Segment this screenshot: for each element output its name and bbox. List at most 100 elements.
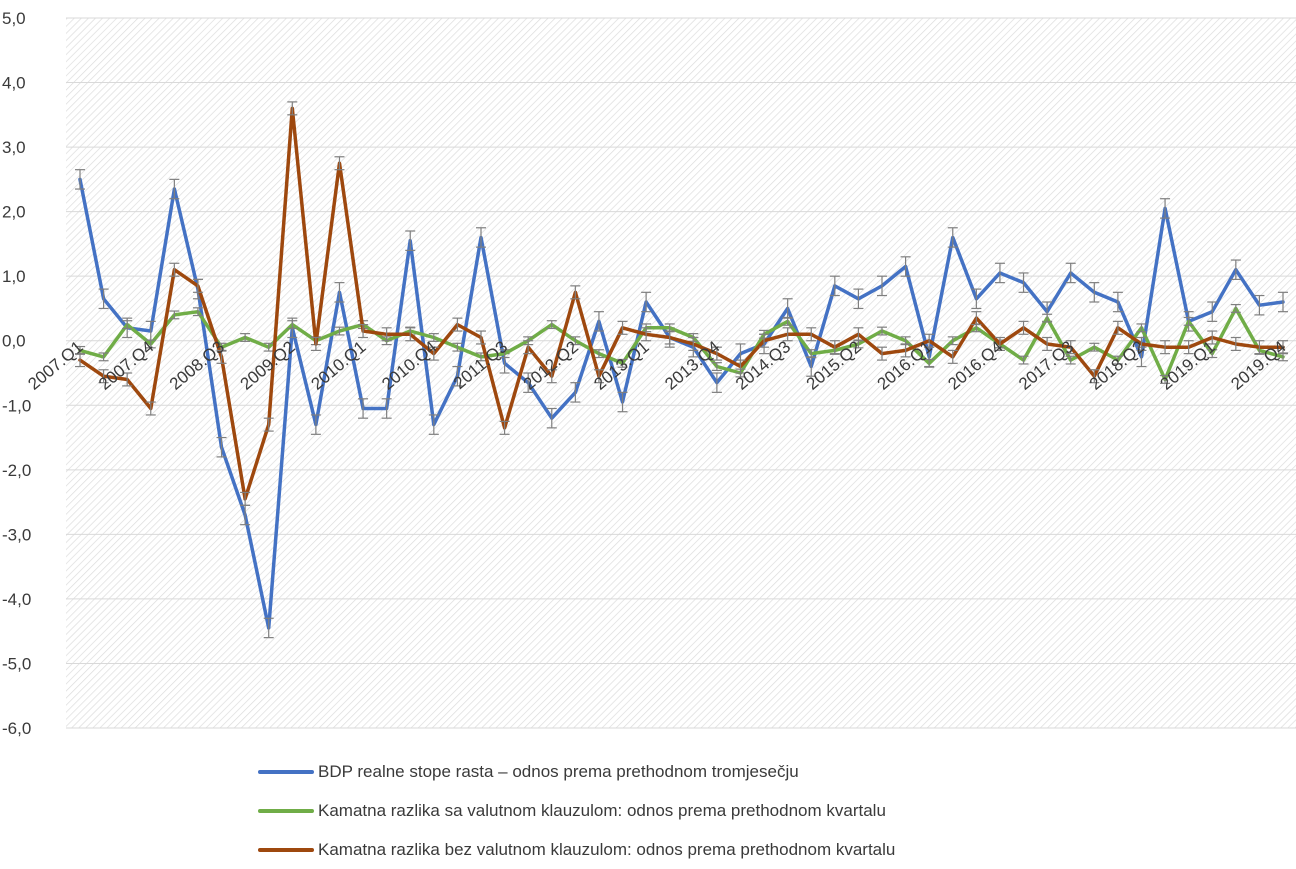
error-bar [900,343,911,358]
error-bar [711,362,722,372]
error-bar [947,336,958,346]
error-bar [452,317,463,332]
error-bar [428,346,439,361]
error-bar [1230,303,1241,313]
error-bar [1089,282,1100,303]
error-bar [1136,323,1147,333]
error-bar [334,326,345,336]
y-tick-label: -6,0 [2,719,31,738]
error-bar [1089,369,1100,384]
error-bar [1183,340,1194,355]
error-bar [452,342,463,352]
error-bar [145,339,156,349]
error-bar [428,333,439,342]
error-bar [806,349,817,359]
error-bar [452,365,463,387]
error-bar [169,310,180,320]
error-bar [877,346,887,361]
series-2 [75,101,1288,506]
error-bar [169,178,180,200]
error-bar [358,398,369,419]
error-bar [122,320,133,330]
error-bar [216,436,227,458]
error-bar [499,420,510,435]
error-bar [711,346,722,361]
y-tick-label: -3,0 [2,525,31,544]
error-bar [735,359,746,374]
error-bar [617,391,628,413]
error-bar [806,327,817,342]
error-bar [310,336,321,352]
y-tick-label: 3,0 [2,138,26,157]
error-bar [782,327,793,342]
series-line [78,306,1285,382]
error-bar [240,491,251,506]
error-bar [994,336,1005,352]
error-bar [75,353,85,368]
error-bar [1018,355,1029,365]
error-bar [688,336,699,352]
error-bar [877,275,887,297]
error-bar [924,333,935,348]
error-bar [1160,340,1171,355]
error-bar [1018,272,1029,293]
error-bar [971,311,982,326]
error-bar [263,617,274,639]
legend: BDP realne stope rasta – odnos prema pre… [258,752,1158,869]
error-bar [1160,198,1171,219]
error-bar [1278,340,1288,355]
legend-swatch-with-clause [258,808,314,813]
error-bar [1183,316,1194,326]
error-bar [877,326,887,336]
error-bar [476,227,486,248]
error-bar [405,230,416,251]
error-bar [169,262,180,277]
error-bar [1254,340,1265,355]
error-bar [381,398,392,419]
error-bar [523,372,534,393]
error-bar [947,349,958,364]
legend-item-without-clause: Kamatna razlika bez valutnom klauzulom: … [258,830,1158,869]
error-bar [287,101,298,116]
error-bar [75,169,85,190]
error-bar [1112,355,1123,365]
error-bar [546,320,557,330]
error-bar [523,340,534,355]
y-tick-label: 2,0 [2,203,26,222]
error-bar [900,256,911,277]
y-axis: 5,0 4,0 3,0 2,0 1,0 0,0 -1,0 -2,0 -3,0 -4,0 -5,0 -6… [2,9,31,738]
legend-label-without-clause: Kamatna razlika bez valutnom klauzulom: … [318,839,896,859]
error-bar [334,156,345,171]
error-bar [593,311,604,332]
error-bar [853,288,864,310]
legend-item-gdp: BDP realne stope rasta – odnos prema pre… [258,752,1158,791]
error-bar [617,358,628,368]
series-line [78,106,1285,501]
error-bar [1207,330,1218,345]
error-bar [947,227,958,248]
error-bar [1112,320,1123,335]
error-bar [570,285,581,300]
error-bar [593,349,604,359]
error-bar [759,333,770,348]
error-bar [971,288,982,310]
error-bar [829,275,840,297]
error-bar [593,369,604,384]
error-bar [334,282,345,303]
error-bar [1018,320,1029,335]
error-bar [192,307,203,317]
error-bar [98,369,109,384]
series-layer [75,101,1288,639]
error-bar [240,333,251,342]
error-bar [1160,374,1171,384]
error-bar [358,323,369,339]
error-bar [1042,336,1053,352]
error-bar [428,414,439,435]
error-bar [546,369,557,384]
error-bar [924,358,935,368]
error-bar [664,330,675,345]
error-bar [1207,301,1218,322]
error-bar [546,407,557,429]
error-bar [570,382,581,403]
error-bar [994,262,1005,284]
